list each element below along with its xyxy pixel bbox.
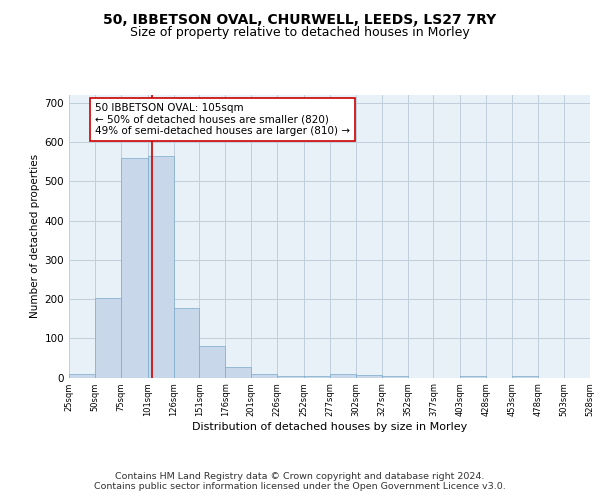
Text: Size of property relative to detached houses in Morley: Size of property relative to detached ho… xyxy=(130,26,470,39)
Bar xyxy=(251,374,277,378)
X-axis label: Distribution of detached houses by size in Morley: Distribution of detached houses by size … xyxy=(192,422,467,432)
Bar xyxy=(460,376,486,378)
Bar xyxy=(304,376,330,378)
Text: Contains public sector information licensed under the Open Government Licence v3: Contains public sector information licen… xyxy=(94,482,506,491)
Bar xyxy=(95,298,121,378)
Bar xyxy=(173,308,199,378)
Bar xyxy=(382,376,407,378)
Text: Contains HM Land Registry data © Crown copyright and database right 2024.: Contains HM Land Registry data © Crown c… xyxy=(115,472,485,481)
Y-axis label: Number of detached properties: Number of detached properties xyxy=(31,154,40,318)
Text: 50 IBBETSON OVAL: 105sqm
← 50% of detached houses are smaller (820)
49% of semi-: 50 IBBETSON OVAL: 105sqm ← 50% of detach… xyxy=(95,103,350,136)
Bar xyxy=(512,376,538,378)
Bar xyxy=(330,374,356,378)
Bar xyxy=(199,346,226,378)
Bar xyxy=(69,374,95,378)
Bar xyxy=(226,366,251,378)
Bar xyxy=(356,375,382,378)
Text: 50, IBBETSON OVAL, CHURWELL, LEEDS, LS27 7RY: 50, IBBETSON OVAL, CHURWELL, LEEDS, LS27… xyxy=(103,12,497,26)
Bar xyxy=(148,156,173,378)
Bar xyxy=(277,376,304,378)
Bar xyxy=(121,158,148,378)
